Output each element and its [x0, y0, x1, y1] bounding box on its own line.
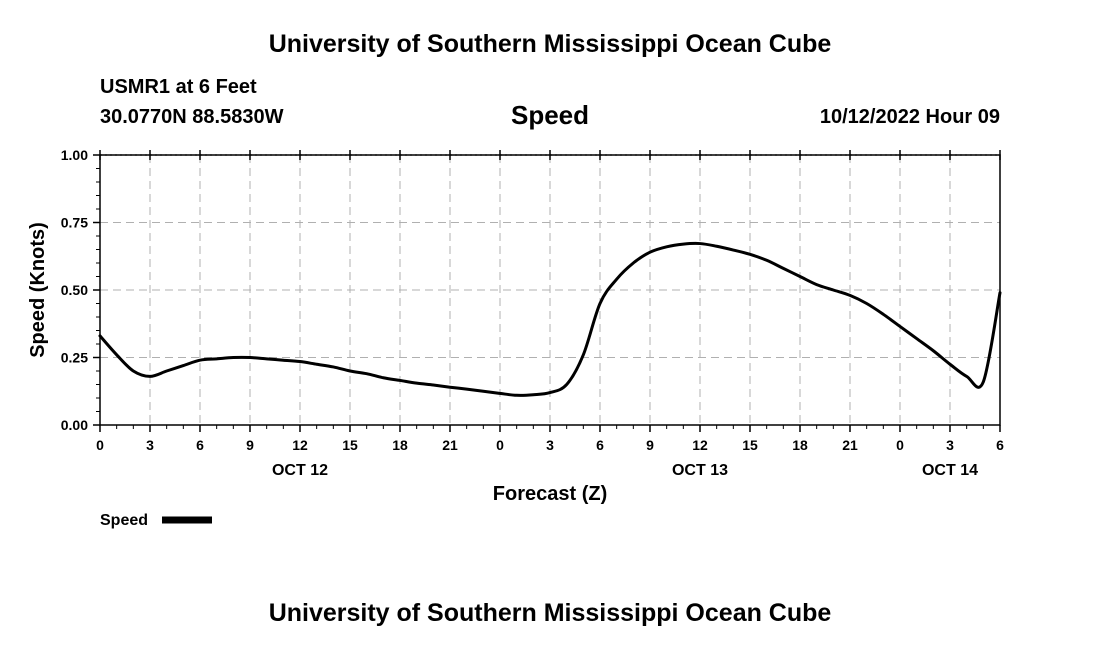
- date-label: OCT 14: [922, 462, 978, 479]
- x-tick-label: 0: [896, 437, 904, 453]
- y-axis-label: Speed (Knots): [27, 222, 49, 358]
- x-tick-label: 6: [996, 437, 1004, 453]
- x-tick-label: 9: [646, 437, 654, 453]
- date-label: OCT 13: [672, 462, 728, 479]
- axis-ticks: [93, 150, 1001, 432]
- coordinates-label: 30.0770N 88.5830W: [100, 106, 284, 128]
- x-tick-label: 6: [196, 437, 204, 453]
- y-tick-labels: 0.00 0.25 0.50 0.75 1.00: [61, 147, 88, 433]
- grid-lines: [100, 154, 1000, 425]
- x-tick-label: 21: [442, 437, 458, 453]
- y-tick-label: 0.50: [61, 282, 88, 298]
- datetime-label: 10/12/2022 Hour 09: [819, 106, 1000, 128]
- x-tick-label: 3: [546, 437, 554, 453]
- y-tick-label: 1.00: [61, 147, 88, 163]
- x-tick-label: 15: [342, 437, 358, 453]
- x-tick-label: 12: [692, 437, 708, 453]
- y-tick-label: 0.25: [61, 350, 88, 366]
- x-tick-label: 9: [246, 437, 254, 453]
- x-tick-label: 0: [496, 437, 504, 453]
- speed-series-line: [98, 241, 1002, 397]
- y-tick-label: 0.00: [61, 417, 88, 433]
- date-labels: OCT 12 OCT 13 OCT 14: [272, 462, 978, 479]
- x-tick-label: 18: [792, 437, 808, 453]
- y-tick-label: 0.75: [61, 215, 88, 231]
- parameter-label: Speed: [510, 100, 590, 130]
- x-axis-label: Forecast (Z): [493, 483, 607, 505]
- station-label: USMR1 at 6 Feet: [100, 76, 257, 98]
- x-tick-label: 0: [96, 437, 104, 453]
- date-label: OCT 12: [272, 462, 328, 479]
- x-tick-label: 3: [146, 437, 154, 453]
- x-tick-label: 12: [292, 437, 308, 453]
- legend-label: Speed: [100, 512, 148, 529]
- footer-title: University of Southern Mississippi Ocean…: [268, 599, 832, 627]
- x-tick-label: 18: [392, 437, 408, 453]
- x-tick-labels: 0 3 6 9 12 15 18 21 0 3 6 9 12 15 18 21 0 3 6: [96, 437, 1004, 453]
- x-tick-label: 15: [742, 437, 758, 453]
- page-title: University of Southern Mississippi Ocean…: [268, 30, 832, 58]
- x-tick-label: 3: [946, 437, 954, 453]
- x-tick-label: 6: [596, 437, 604, 453]
- x-tick-label: 21: [842, 437, 858, 453]
